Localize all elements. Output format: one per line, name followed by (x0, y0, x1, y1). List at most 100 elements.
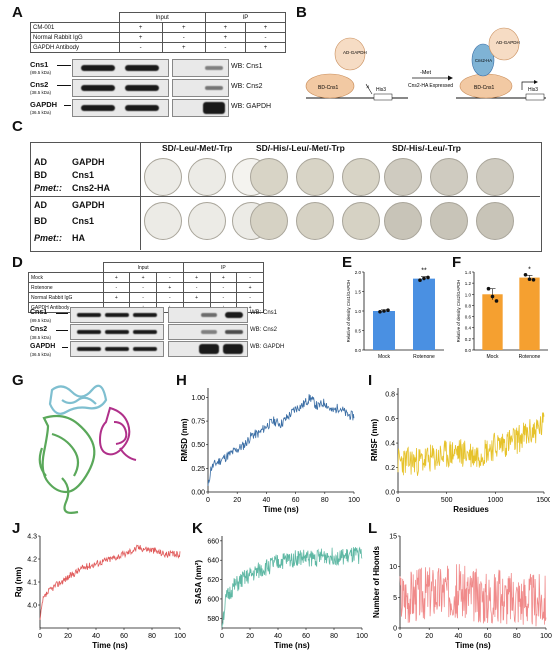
sign-cell: - (204, 42, 246, 53)
wb-label: WB: Cns2 (250, 327, 278, 333)
blot-ip-cns2 (168, 324, 248, 340)
panel-letter-a: A (12, 4, 23, 21)
kda-label: (36.5 kDa) (30, 110, 52, 115)
sign-cell: + (156, 282, 184, 293)
yeast-spot (430, 158, 468, 196)
y-axis-label: RMSD (nm) (180, 418, 189, 461)
x-tick-label: 40 (263, 497, 271, 504)
panel-letter-d: D (12, 254, 23, 271)
data-point (378, 309, 382, 314)
y-axis-label: RMSF (nm) (370, 419, 379, 462)
protein-label: Cns1 (30, 309, 48, 316)
row-label: Normal Rabbit IgG (30, 32, 120, 43)
band (223, 344, 243, 354)
data-point (422, 276, 426, 281)
x-tick-label: 1500 (536, 497, 550, 504)
kda-label: (36.5 kDa) (30, 352, 52, 357)
band (77, 330, 101, 334)
row-label: Rotenone (28, 282, 104, 293)
y-tick-label: 660 (207, 538, 219, 545)
x-tick-label: 0 (398, 633, 402, 640)
band (125, 105, 159, 111)
y-tick-label: 0.00 (191, 490, 205, 497)
x-tick-label: 0 (38, 633, 42, 640)
sign-cell: + (209, 272, 238, 283)
ip-header: IP (204, 12, 287, 23)
ad-gapdh-shape (488, 27, 520, 61)
series-line (221, 546, 363, 628)
y-axis-label: Rg (nm) (14, 567, 23, 598)
panel-letter-c: C (12, 118, 23, 135)
y-tick-label: 0.8 (385, 392, 395, 399)
blot-input-cns2 (72, 79, 169, 97)
y-tick-label: 0 (393, 626, 397, 633)
sign-cell: - (156, 272, 184, 283)
protein-label: Cns2 (30, 326, 48, 333)
row-label: Mock (28, 272, 104, 283)
x-tick-label: 40 (274, 633, 282, 640)
x-tick-label: Mock (487, 354, 499, 360)
significance-label: ** (421, 268, 427, 275)
row-key: BD (34, 170, 47, 180)
band (125, 85, 159, 91)
y-tick-label: 0.75 (191, 419, 205, 426)
x-axis-label: Time (ns) (274, 641, 310, 650)
input-header: Input (102, 262, 184, 273)
row-label: GAPDH Antibody (30, 42, 120, 53)
y-tick-label: 580 (207, 616, 219, 623)
panel-letter-l: L (368, 520, 378, 537)
band (205, 86, 223, 90)
band (225, 312, 243, 318)
sign-cell: - (156, 292, 184, 303)
x-tick-label: 80 (513, 633, 521, 640)
yeast-spot (476, 158, 514, 196)
band (205, 66, 223, 70)
wb-label: WB: GAPDH (231, 103, 272, 110)
bar (519, 277, 540, 350)
series-line (39, 544, 181, 620)
panel-letter-k: K (192, 520, 203, 537)
magenta-domain (98, 406, 137, 461)
kda-label: (89.5 kDa) (30, 70, 52, 75)
panel-letter-b: B (296, 4, 307, 21)
bd-cns1-shape (305, 73, 355, 99)
panel-d-condition-table: Input IP Mock + + - + + - Rotenone - - +… (28, 262, 265, 313)
sign-cell: + (204, 22, 246, 33)
kda-label: (89.5 kDa) (30, 318, 52, 323)
bar (373, 311, 395, 350)
panel-letter-e: E (342, 254, 353, 271)
band (105, 330, 129, 334)
sign-cell: + (129, 272, 157, 283)
y-tick-label: 0.2 (385, 465, 395, 472)
y-tick-label: 0.8 (465, 303, 472, 308)
chart-i: 0.0 0.2 0.4 0.6 0.8 0 500 1000 1500 Residues RMSF … (370, 388, 550, 514)
protein-structure-image (38, 384, 137, 514)
sign-cell: + (204, 32, 246, 43)
cyan-domain (48, 384, 108, 415)
x-tick-label: 80 (148, 633, 156, 640)
x-axis-label: Time (ns) (92, 641, 128, 650)
media-label: SD/-Leu/-Met/-Trp (162, 143, 233, 153)
y-tick-label: 1.2 (465, 281, 472, 286)
blot-input-gapdh (72, 99, 169, 117)
arrow (57, 85, 71, 86)
kda-label: (38.5 kDa) (30, 335, 52, 340)
panel-b-schematic: BD-Cns1 AD-GAPDH His3 × -Met Cns2-HA Exp… (305, 27, 546, 101)
blot-input-cns1 (70, 307, 164, 323)
sign-cell: + (118, 22, 163, 33)
yeast-spot (476, 202, 514, 240)
x-tick-label: 60 (120, 633, 128, 640)
y-tick-label: 15 (389, 534, 397, 541)
x-tick-label: 100 (348, 497, 360, 504)
x-tick-label: 20 (64, 633, 72, 640)
protein-label: GAPDH (30, 343, 56, 350)
data-point (523, 272, 528, 277)
band (225, 330, 243, 334)
row-key: Pmet:: (34, 233, 63, 243)
band (77, 347, 101, 351)
y-axis-label: Relative of density Cns1/GAPDH (346, 280, 351, 343)
y-tick-label: 1.0 (355, 309, 362, 314)
panel-letter-f: F (452, 254, 462, 271)
blocked-arrow (365, 83, 373, 95)
row-value: HA (72, 233, 85, 243)
